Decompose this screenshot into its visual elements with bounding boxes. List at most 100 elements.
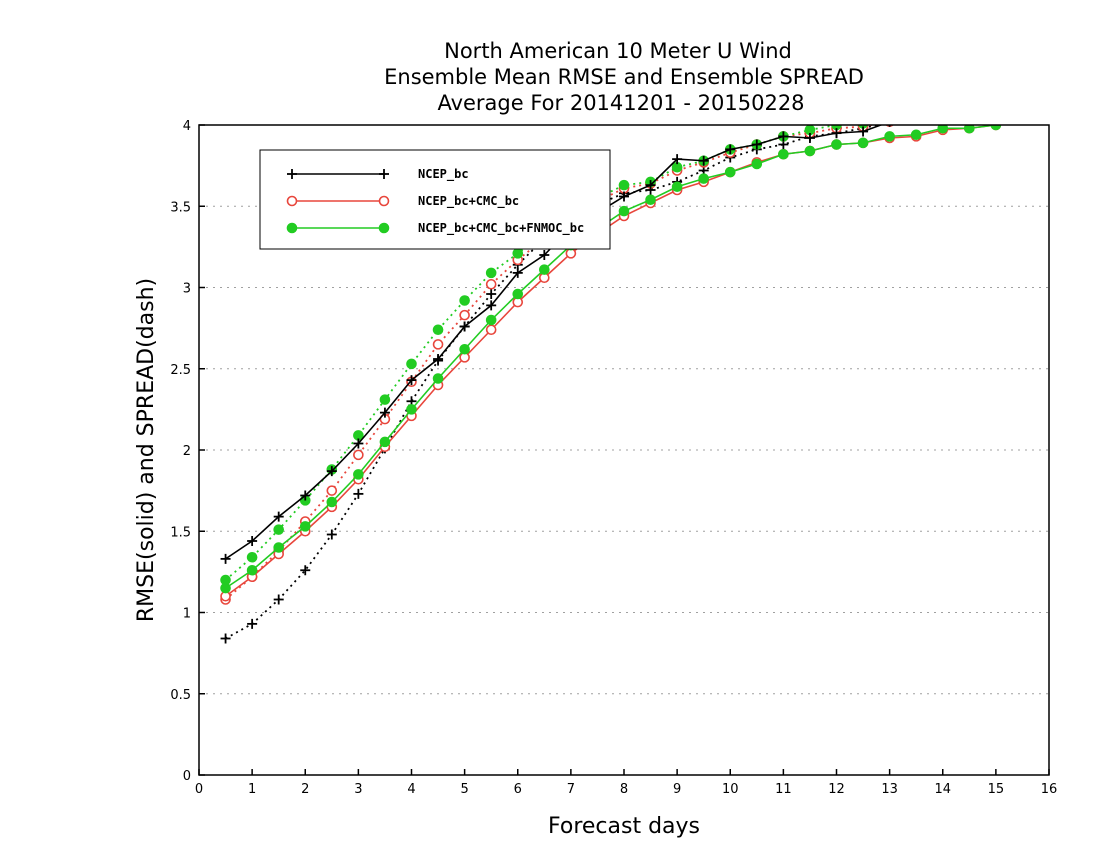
data-point-ncep-bc-cmc-bc-fnmoc-bc-spread-27 [938,109,948,119]
data-point-ncep-bc-cmc-bc-fnmoc-bc-rmse-29 [990,125,1002,131]
y-tick-label-5: 2.5 [170,363,191,378]
data-point-ncep-bc-rmse-28 [964,109,974,119]
x-tick-label-16: 16 [1041,782,1058,797]
data-point-ncep-bc-cmc-bc-fnmoc-bc-rmse-25 [884,131,895,142]
data-point-ncep-bc-rmse-17 [672,154,683,165]
x-tick-label-6: 6 [514,782,522,797]
data-point-ncep-bc-rmse-4 [326,466,337,477]
series-line-ncep-bc-rmse [225,125,884,560]
legend-entry-ncep-bc-cmc-bc-fnmoc-bc: NCEP_bc+CMC_bc+FNMOC_bc [286,221,584,236]
y-tick-label-6: 3 [183,282,191,297]
data-point-ncep-bc-rmse-16 [645,180,656,191]
legend-label-ncep-bc: NCEP_bc [418,167,469,182]
chart-title-line-3: Average For 20141201 - 20150228 [437,91,804,115]
data-point-ncep-bc-cmc-bc-fnmoc-bc-spread-11 [512,248,524,259]
y-tick-label-1: 0.5 [170,688,191,703]
legend-entry-ncep-bc-cmc-bc: NCEP_bc+CMC_bc [286,194,519,209]
data-point-ncep-bc-rmse-9 [459,321,470,332]
data-point-ncep-bc-cmc-bc-spread-27 [938,111,947,120]
x-tick-label-14: 14 [934,782,951,797]
data-point-ncep-bc-cmc-bc-fnmoc-bc-rmse-2 [273,542,284,553]
chart-title-line-2: Ensemble Mean RMSE and Ensemble SPREAD [384,65,864,89]
series-layer [220,104,1002,644]
data-point-ncep-bc-rmse-29 [991,104,1001,114]
series-ncep-bc-rmse [220,104,1001,564]
data-point-ncep-bc-rmse-2 [273,511,284,522]
grid-lines [199,205,1049,695]
data-point-ncep-bc-cmc-bc-fnmoc-bc-spread-8 [432,324,444,336]
legend-marker-end-ncep-bc-cmc-bc-fnmoc-bc [378,222,390,234]
data-point-ncep-bc-cmc-bc-fnmoc-bc-spread-28 [965,106,975,116]
x-tick-label-1: 1 [248,782,256,797]
data-point-ncep-bc-rmse-26 [915,125,918,126]
data-point-ncep-bc-rmse-6 [379,407,390,418]
data-point-ncep-bc-rmse-3 [300,490,311,501]
data-point-ncep-bc-cmc-bc-spread-29 [991,104,1000,113]
data-point-ncep-bc-rmse-7 [406,375,417,386]
data-point-ncep-bc-cmc-bc-fnmoc-bc-rmse-23 [831,139,842,150]
x-tick-label-15: 15 [988,782,1005,797]
x-tick-label-4: 4 [407,782,415,797]
data-point-ncep-bc-cmc-bc-fnmoc-bc-rmse-17 [671,181,683,193]
data-point-ncep-bc-cmc-bc-rmse-10 [485,324,497,336]
data-point-ncep-bc-cmc-bc-fnmoc-bc-spread-29 [991,104,1001,114]
data-point-ncep-bc-cmc-bc-fnmoc-bc-rmse-15 [618,205,630,217]
data-point-ncep-bc-cmc-bc-fnmoc-bc-rmse-20 [751,158,763,170]
data-point-ncep-bc-cmc-bc-fnmoc-bc-spread-7 [406,358,417,370]
data-point-ncep-bc-cmc-bc-fnmoc-bc-spread-10 [485,267,497,279]
data-point-ncep-bc-cmc-bc-fnmoc-bc-rmse-27 [937,125,949,134]
y-tick-label-4: 2 [183,444,191,459]
data-point-ncep-bc-cmc-bc-fnmoc-bc-rmse-18 [698,173,709,184]
x-tick-label-11: 11 [775,782,792,797]
data-point-ncep-bc-rmse-12 [539,250,550,260]
data-point-ncep-bc-cmc-bc-spread-8 [432,339,444,350]
y-tick-label-0: 0 [183,769,191,784]
data-point-ncep-bc-rmse-10 [486,300,497,311]
data-point-ncep-bc-cmc-bc-fnmoc-bc-rmse-22 [804,145,816,157]
series-line-ncep-bc-spread [225,125,881,640]
data-point-ncep-bc-cmc-bc-fnmoc-bc-rmse-7 [406,404,417,415]
data-point-ncep-bc-cmc-bc-fnmoc-bc-rmse-26 [910,129,922,141]
data-point-ncep-bc-cmc-bc-fnmoc-bc-rmse-5 [353,469,364,480]
data-point-ncep-bc-rmse-18 [698,155,709,166]
x-tick-label-9: 9 [673,782,681,797]
data-point-ncep-bc-cmc-bc-fnmoc-bc-rmse-3 [299,521,311,532]
data-point-ncep-bc-rmse-23 [831,128,842,139]
legend-marker-start-ncep-bc [287,169,297,179]
y-axis-label: RMSE(solid) and SPREAD(dash) [134,278,159,622]
data-point-ncep-bc-spread-2 [273,594,284,605]
data-point-ncep-bc-cmc-bc-fnmoc-bc-rmse-11 [512,288,524,300]
legend-marker-end-ncep-bc-cmc-bc [378,195,390,207]
data-point-ncep-bc-cmc-bc-fnmoc-bc-spread-6 [379,394,391,405]
data-point-ncep-bc-cmc-bc-fnmoc-bc-rmse-1 [246,564,258,576]
data-point-ncep-bc-rmse-0 [220,553,231,564]
data-point-ncep-bc-rmse-24 [858,126,869,137]
chart-title-line-1: North American 10 Meter U Wind [444,39,792,63]
data-point-ncep-bc-rmse-22 [804,133,815,143]
data-point-ncep-bc-rmse-19 [725,144,736,155]
y-tick-label-7: 3.5 [170,200,191,215]
data-point-ncep-bc-cmc-bc-fnmoc-bc-rmse-4 [326,496,338,508]
legend-marker-end-ncep-bc [379,169,389,179]
x-tick-label-2: 2 [301,782,309,797]
data-point-ncep-bc-rmse-15 [619,191,629,202]
legend-label-ncep-bc-cmc-bc: NCEP_bc+CMC_bc [418,194,519,209]
data-point-ncep-bc-cmc-bc-fnmoc-bc-spread-9 [459,295,470,306]
y-tick-label-3: 1.5 [170,525,191,540]
data-point-ncep-bc-spread-29 [991,104,1001,114]
data-point-ncep-bc-spread-10 [486,289,497,299]
data-point-ncep-bc-cmc-bc-spread-5 [353,449,364,461]
data-point-ncep-bc-cmc-bc-fnmoc-bc-rmse-19 [724,166,736,178]
legend-box [259,149,611,250]
data-point-ncep-bc-cmc-bc-fnmoc-bc-spread-25 [887,125,892,126]
data-point-ncep-bc-cmc-bc-spread-9 [459,309,470,321]
y-tick-label-2: 1 [183,607,191,622]
x-axis-label: Forecast days [548,814,700,839]
data-point-ncep-bc-spread-28 [964,107,974,117]
data-point-ncep-bc-cmc-bc-fnmoc-bc-spread-15 [618,179,630,191]
data-point-ncep-bc-spread-0 [220,633,231,644]
legend-label-ncep-bc-cmc-bc-fnmoc-bc: NCEP_bc+CMC_bc+FNMOC_bc [418,221,584,236]
legend: NCEP_bc NCEP_bc+CMC_bc NCEP_bc+CMC_bc+FNMO… [259,149,611,250]
y-tick-label-8: 4 [183,119,191,134]
